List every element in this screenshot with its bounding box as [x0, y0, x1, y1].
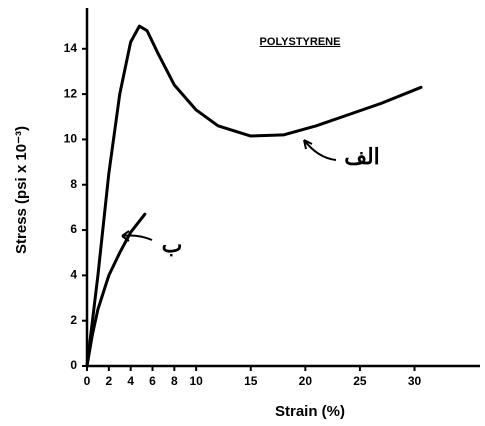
y-tick-label: 12	[64, 86, 78, 100]
x-tick-label: 20	[299, 374, 313, 388]
x-axis-label: Strain (%)	[275, 403, 345, 420]
y-tick-label: 4	[70, 268, 77, 282]
x-tick-label: 2	[105, 374, 112, 388]
y-tick-label: 2	[70, 313, 77, 327]
y-tick-label: 8	[70, 177, 77, 191]
x-tick-label: 25	[353, 374, 367, 388]
x-tick-label: 8	[171, 374, 178, 388]
y-tick-label: 0	[70, 358, 77, 372]
series-label: الف	[344, 144, 380, 169]
x-tick-label: 30	[408, 374, 422, 388]
x-tick-label: 10	[189, 374, 203, 388]
x-tick-label: 4	[127, 374, 134, 388]
x-tick-label: 0	[84, 374, 91, 388]
x-tick-label: 15	[244, 374, 258, 388]
y-tick-label: 14	[64, 41, 78, 55]
series-label: ب	[162, 232, 183, 257]
annotation-arrow	[303, 139, 337, 161]
x-tick-label: 6	[149, 374, 156, 388]
y-tick-label: 6	[70, 222, 77, 236]
line-series	[85, 212, 147, 368]
y-axis-label: Stress (psi x 10⁻³)	[13, 126, 30, 254]
line-series	[85, 24, 423, 368]
chart-title: POLYSTYRENE	[260, 36, 341, 48]
y-tick-label: 10	[64, 132, 78, 146]
